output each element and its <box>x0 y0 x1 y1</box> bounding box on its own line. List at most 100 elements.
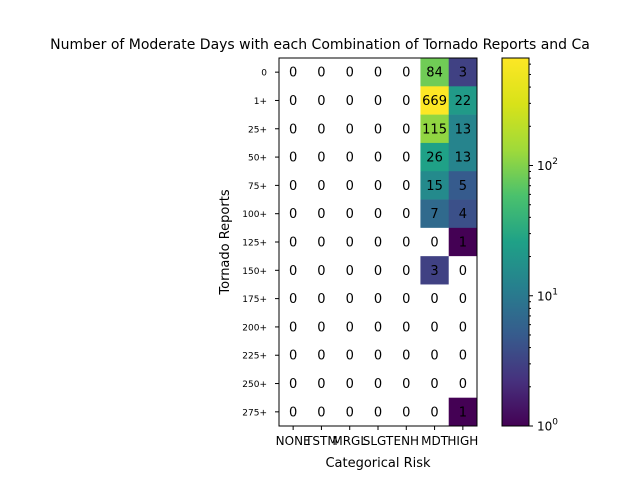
cell-value-label: 0 <box>289 292 297 307</box>
heatmap-cell <box>279 58 308 87</box>
cell-value-label: 0 <box>402 151 410 166</box>
heatmap-cell <box>392 142 421 172</box>
cell-value-labels: 0 0 0 0 0 84 30 0 0 0 0 669 220 0 0 0 0 115 130 0 0 0 0 26 130 0 0… <box>289 66 471 421</box>
cell-value-label: 0 <box>402 94 410 109</box>
y-tick-label: 25+ <box>248 125 267 135</box>
y-tick-label: 175+ <box>242 295 267 305</box>
heatmap-cell <box>420 227 450 257</box>
cell-value-label: 0 <box>317 66 325 81</box>
heatmap-cell <box>363 86 393 115</box>
cell-value-label: 0 <box>289 179 297 194</box>
heatmap-cell <box>363 369 393 398</box>
cell-value-label: 0 <box>402 405 410 420</box>
y-tick-label: 50+ <box>248 154 267 164</box>
cell-value-label: 0 <box>374 349 382 364</box>
cell-value-label: 0 <box>430 320 438 335</box>
heatmap-cell <box>279 227 308 257</box>
cell-value-label: 0 <box>374 66 382 81</box>
heatmap-cell <box>448 312 478 342</box>
heatmap-cell <box>335 58 365 87</box>
cell-value-label: 0 <box>430 377 438 392</box>
cell-value-label: 0 <box>402 236 410 251</box>
heatmap-cell <box>307 369 336 398</box>
cell-value-label: 5 <box>459 179 467 194</box>
cell-value-label: 0 <box>374 405 382 420</box>
heatmap-cell <box>448 114 478 144</box>
heatmap-cell <box>279 369 308 398</box>
cell-value-label: 0 <box>317 405 325 420</box>
heatmap-cell <box>363 58 393 87</box>
x-tick-label: ENH <box>393 434 419 448</box>
cell-value-label: 0 <box>430 405 438 420</box>
heatmap-cell <box>307 171 336 200</box>
heatmap-cell <box>448 369 478 398</box>
cell-value-label: 0 <box>289 94 297 109</box>
cell-value-label: 669 <box>422 94 447 109</box>
cell-value-label: 0 <box>346 236 354 251</box>
cell-value-label: 0 <box>374 377 382 392</box>
heatmap-cell <box>307 397 336 427</box>
heatmap-cell <box>307 86 336 115</box>
cell-value-label: 3 <box>459 66 467 81</box>
heatmap-cell <box>392 58 421 87</box>
heatmap-cell <box>420 312 450 342</box>
x-tick-label: NONE <box>276 434 311 448</box>
heatmap-cell <box>392 86 421 115</box>
cell-value-label: 0 <box>374 207 382 222</box>
cell-value-label: 0 <box>346 94 354 109</box>
cell-value-label: 0 <box>317 207 325 222</box>
cell-value-label: 0 <box>459 320 467 335</box>
heatmap-cell <box>335 114 365 144</box>
cell-value-label: 0 <box>402 292 410 307</box>
heatmap-cell <box>335 256 365 285</box>
cell-value-label: 0 <box>374 236 382 251</box>
heatmap-cell <box>420 341 450 370</box>
heatmap-cell <box>335 284 365 314</box>
cell-value-label: 0 <box>317 264 325 279</box>
heatmap-cell <box>279 397 308 427</box>
x-axis-label: Categorical Risk <box>325 456 431 471</box>
cell-value-label: 0 <box>402 179 410 194</box>
heatmap-cell <box>307 341 336 370</box>
heatmap-cell <box>279 284 308 314</box>
cell-value-label: 0 <box>317 94 325 109</box>
cell-value-label: 0 <box>402 349 410 364</box>
heatmap-cell <box>335 341 365 370</box>
cell-value-label: 0 <box>374 264 382 279</box>
heatmap-cell <box>363 227 393 257</box>
heatmap-cell <box>307 114 336 144</box>
cell-value-label: 0 <box>346 207 354 222</box>
heatmap-cell <box>307 312 336 342</box>
cell-value-label: 0 <box>430 349 438 364</box>
y-axis-label: Tornado Reports <box>218 189 233 295</box>
heatmap-cell <box>420 284 450 314</box>
cell-value-label: 0 <box>317 236 325 251</box>
cell-value-label: 0 <box>430 236 438 251</box>
colorbar-ticks: 100 101 102 <box>529 63 558 434</box>
heatmap-cell <box>448 199 478 229</box>
heatmap-cell <box>420 397 450 427</box>
heatmap-cell <box>307 58 336 87</box>
cell-value-label: 0 <box>374 320 382 335</box>
cell-value-label: 0 <box>346 292 354 307</box>
heatmap-cell <box>448 397 478 427</box>
cell-value-label: 0 <box>374 94 382 109</box>
cell-value-label: 0 <box>430 292 438 307</box>
heatmap-cell <box>392 369 421 398</box>
y-tick-label: 1+ <box>254 97 267 107</box>
cell-value-label: 0 <box>459 377 467 392</box>
cell-value-label: 3 <box>430 264 438 279</box>
cell-value-label: 0 <box>289 207 297 222</box>
y-tick-label: 225+ <box>242 352 267 362</box>
colorbar-tick-label: 101 <box>537 287 558 303</box>
cell-value-label: 0 <box>289 349 297 364</box>
cell-value-label: 0 <box>346 264 354 279</box>
cell-value-label: 1 <box>459 405 467 420</box>
cell-value-label: 84 <box>426 66 443 81</box>
cell-value-label: 0 <box>346 320 354 335</box>
cell-value-label: 0 <box>402 207 410 222</box>
heatmap-cell <box>279 199 308 229</box>
heatmap-cell <box>392 227 421 257</box>
cell-value-label: 0 <box>289 377 297 392</box>
